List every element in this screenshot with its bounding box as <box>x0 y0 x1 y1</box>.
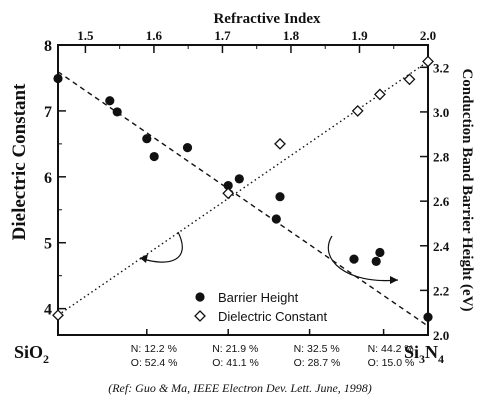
data-points <box>52 55 434 322</box>
composition-o-label: O: 52.4 % <box>131 357 178 369</box>
top-tick-label: 1.8 <box>283 28 300 43</box>
dielectric-constant-point <box>403 73 416 86</box>
right-tick-label: 2.0 <box>433 328 449 343</box>
axis-arrows <box>139 231 399 284</box>
dielectric-constant-point <box>274 137 286 150</box>
arrow-to-left-axis-head <box>140 254 148 263</box>
axis-ticks: 4 5 6 7 8 2.0 2.2 2.4 2.6 2.8 3.0 3.2 1.5 1.6 1.7 1.8 1.… <box>44 28 450 369</box>
arrow-to-right-axis <box>327 235 399 282</box>
right-tick-label: 2.6 <box>433 194 450 209</box>
barrier-height-point <box>53 73 63 84</box>
composition-n-label: N: 21.9 % <box>212 343 258 355</box>
arrow-to-left-axis <box>139 231 183 263</box>
legend-dielectric-marker <box>194 310 206 322</box>
barrier-height-point <box>275 192 285 202</box>
barrier-height-point <box>149 151 159 162</box>
top-axis-title: Refractive Index <box>213 11 321 27</box>
top-tick-label: 1.7 <box>214 28 231 43</box>
composition-o-label: O: 41.1 % <box>212 357 259 369</box>
barrier-height-point <box>375 247 385 258</box>
dielectric-constant-point <box>52 309 64 322</box>
top-tick-label: 1.9 <box>351 28 368 43</box>
left-tick-label: 4 <box>44 302 52 319</box>
top-tick-label: 1.5 <box>77 28 94 43</box>
right-tick-label: 3.2 <box>433 60 449 75</box>
dielectric-constant-point <box>351 104 364 117</box>
barrier-height-point <box>371 256 381 266</box>
right-tick-label: 3.0 <box>433 105 449 120</box>
barrier-height-point <box>182 143 193 153</box>
dielectric-constant-point <box>422 55 434 68</box>
legend: Barrier Height Dielectric Constant <box>194 290 327 324</box>
legend-barrier-marker <box>195 292 205 302</box>
plot-frame <box>57 44 429 336</box>
composition-n-label: N: 12.2 % <box>131 343 177 355</box>
x-right-end-label: Si3N4 <box>404 342 444 366</box>
composition-o-label: O: 15.0 % <box>368 357 415 369</box>
plot-border <box>57 44 429 336</box>
left-tick-label: 6 <box>44 170 52 187</box>
dielectric-constant-point <box>373 88 386 101</box>
barrier-height-point <box>105 96 115 106</box>
figure-caption: (Ref: Guo & Ma, IEEE Electron Dev. Lett.… <box>108 381 372 395</box>
barrier-height-point <box>271 214 281 224</box>
dielectric-trend-line <box>57 60 429 316</box>
dielectric-constant-point <box>222 187 235 200</box>
barrier-height-point <box>349 254 359 264</box>
barrier-height-point <box>234 174 244 184</box>
left-tick-label: 8 <box>44 38 52 55</box>
left-tick-label: 7 <box>44 104 52 121</box>
barrier-height-point <box>223 180 233 191</box>
legend-barrier-label: Barrier Height <box>218 290 299 305</box>
barrier-height-point <box>142 134 152 144</box>
arrow-to-right-axis-head <box>390 276 398 284</box>
composition-n-label: N: 44.2 % <box>368 343 414 355</box>
right-tick-label: 2.4 <box>433 239 450 254</box>
right-tick-label: 2.8 <box>433 150 450 165</box>
composition-n-label: N: 32.5 % <box>294 343 340 355</box>
barrier-height-point <box>112 107 122 117</box>
left-tick-label: 5 <box>44 236 52 253</box>
barrier-height-point <box>423 312 433 322</box>
top-tick-label: 1.6 <box>146 28 163 43</box>
right-axis-title: Conduction Band Barrier Height (eV) <box>459 68 475 311</box>
top-tick-label: 2.0 <box>420 28 436 43</box>
right-tick-label: 2.2 <box>433 283 449 298</box>
left-axis-title: Dielectric Constant <box>9 83 30 240</box>
composition-o-label: O: 28.7 % <box>294 357 341 369</box>
legend-dielectric-label: Dielectric Constant <box>218 309 327 324</box>
x-left-end-label: SiO2 <box>14 342 49 366</box>
